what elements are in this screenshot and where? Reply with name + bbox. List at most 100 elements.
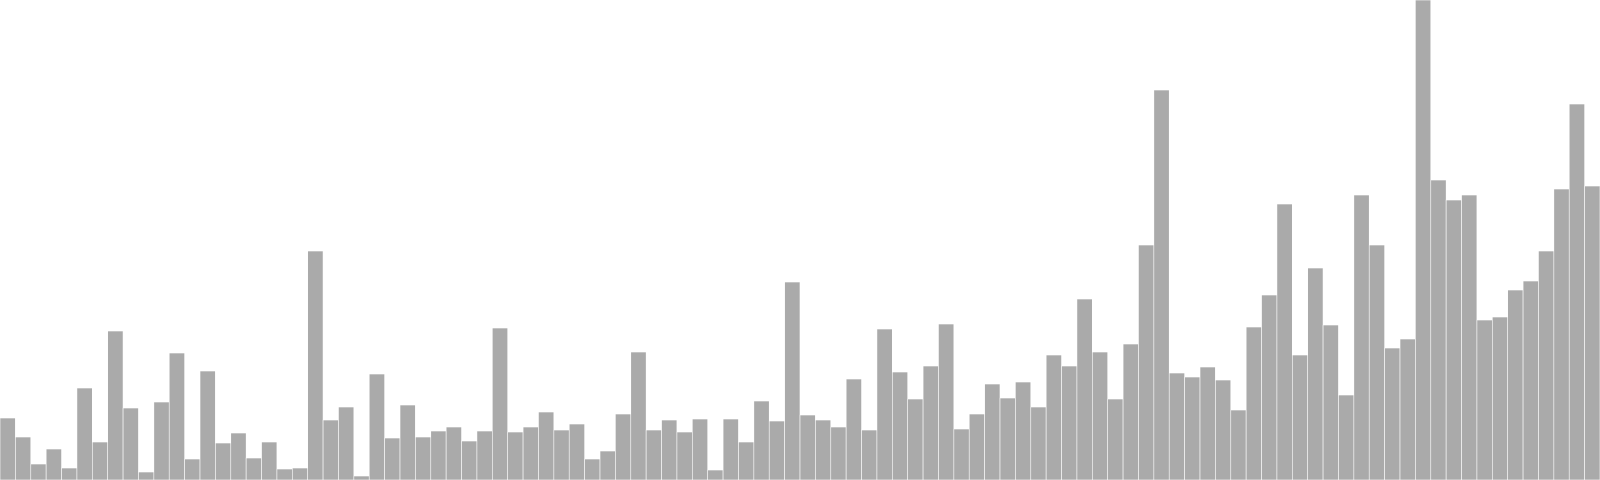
- bar-66: [1015, 381, 1032, 480]
- bar-76: [1168, 372, 1185, 480]
- bar-99: [1522, 280, 1539, 480]
- bar-61: [938, 323, 955, 480]
- bar-24: [368, 373, 385, 480]
- bar-5: [76, 387, 93, 480]
- bar-53: [815, 419, 832, 480]
- bar-0: [0, 417, 16, 480]
- bar-58: [892, 371, 908, 480]
- bar-49: [753, 400, 770, 480]
- bar-63: [968, 413, 985, 480]
- bar-57: [876, 328, 893, 480]
- bar-16: [245, 457, 262, 480]
- bar-48: [738, 441, 755, 480]
- bar-11: [168, 352, 185, 480]
- bar-93: [1430, 179, 1447, 480]
- bar-86: [1322, 324, 1339, 480]
- bar-69: [1061, 365, 1078, 480]
- bar-82: [1261, 294, 1278, 480]
- bar-73: [1122, 343, 1139, 480]
- bar-29: [445, 426, 462, 480]
- bar-54: [830, 426, 847, 480]
- bar-52: [799, 414, 816, 480]
- bar-41: [630, 351, 647, 480]
- bar-30: [461, 440, 478, 480]
- bar-3: [45, 448, 62, 480]
- bar-4: [61, 467, 78, 480]
- bar-35: [538, 411, 555, 480]
- bar-28: [430, 430, 447, 480]
- bar-90: [1384, 347, 1401, 480]
- bar-43: [661, 419, 678, 480]
- bar-25: [384, 437, 401, 480]
- bar-13: [199, 370, 216, 480]
- bar-62: [953, 428, 970, 480]
- bar-92: [1415, 0, 1432, 480]
- bar-94: [1445, 199, 1462, 480]
- bar-26: [399, 404, 416, 480]
- bar-51: [784, 281, 801, 480]
- bar-100: [1538, 250, 1555, 480]
- bar-85: [1307, 267, 1324, 480]
- bar-46: [707, 469, 724, 480]
- bar-38: [584, 458, 601, 480]
- bar-19: [292, 467, 308, 480]
- bar-45: [692, 418, 708, 480]
- bar-68: [1045, 354, 1062, 480]
- bar-78: [1199, 366, 1216, 480]
- bar-6: [92, 441, 108, 480]
- bar-71: [1092, 351, 1108, 480]
- bar-8: [122, 407, 139, 480]
- bar-20: [307, 250, 324, 480]
- bar-44: [676, 431, 693, 480]
- bar-87: [1338, 394, 1355, 480]
- bar-97: [1492, 316, 1508, 480]
- bar-83: [1276, 203, 1293, 480]
- bar-55: [845, 378, 862, 480]
- bar-42: [645, 429, 662, 480]
- bar-17: [261, 441, 278, 480]
- bar-15: [230, 432, 247, 480]
- bar-22: [338, 406, 355, 480]
- bar-101: [1553, 188, 1570, 480]
- bar-56: [861, 429, 878, 480]
- bar-67: [1030, 406, 1047, 480]
- bar-81: [1245, 326, 1262, 480]
- bar-1: [15, 436, 32, 480]
- bar-37: [568, 423, 585, 480]
- bar-31: [476, 430, 493, 480]
- bar-103: [1584, 185, 1600, 480]
- bar-12: [184, 458, 201, 480]
- bar-40: [615, 413, 632, 480]
- bar-98: [1507, 289, 1524, 480]
- bar-33: [507, 431, 524, 480]
- bar-10: [153, 401, 170, 480]
- bar-80: [1230, 409, 1247, 480]
- bar-32: [492, 327, 508, 480]
- bar-77: [1184, 376, 1201, 480]
- bar-89: [1368, 244, 1385, 480]
- bar-21: [322, 419, 339, 480]
- bar-23: [353, 475, 370, 480]
- bar-102: [1568, 103, 1585, 480]
- bar-60: [922, 365, 939, 480]
- bar-65: [999, 397, 1016, 480]
- bar-59: [907, 398, 924, 480]
- bar-2: [30, 463, 47, 480]
- bar-70: [1076, 298, 1093, 480]
- bar-74: [1138, 244, 1155, 480]
- bar-96: [1476, 319, 1493, 480]
- bar-9: [138, 471, 155, 480]
- bar-72: [1107, 398, 1124, 480]
- bar-79: [1215, 379, 1232, 480]
- bar-39: [599, 450, 616, 480]
- bar-91: [1399, 338, 1416, 480]
- bar-47: [722, 418, 739, 480]
- bar-27: [415, 436, 432, 480]
- bar-50: [768, 420, 785, 480]
- bar-84: [1292, 354, 1308, 480]
- bar-75: [1153, 89, 1170, 480]
- bar-7: [107, 330, 124, 480]
- bar-36: [553, 429, 570, 480]
